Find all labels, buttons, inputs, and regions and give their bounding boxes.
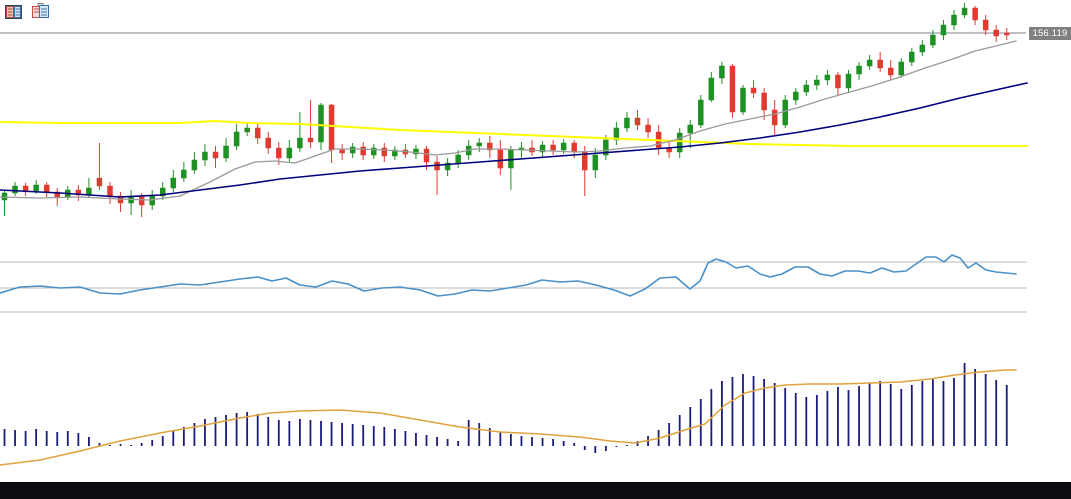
oscillator-panel[interactable] xyxy=(0,254,1027,313)
indicator-windows-button[interactable] xyxy=(4,3,23,20)
chart-toolbar xyxy=(4,3,50,20)
overlapping-charts-icon xyxy=(32,3,49,18)
chart-profiles-button[interactable] xyxy=(31,3,50,20)
macd-panel[interactable] xyxy=(0,363,1017,466)
current-price-value: 156.119 xyxy=(1032,28,1068,39)
price-panel[interactable] xyxy=(0,3,1028,217)
split-panels-icon xyxy=(4,4,22,19)
chart-canvas[interactable] xyxy=(0,0,1071,481)
current-price-label: 156.119 xyxy=(1029,27,1071,40)
bottom-bar xyxy=(0,482,1071,499)
